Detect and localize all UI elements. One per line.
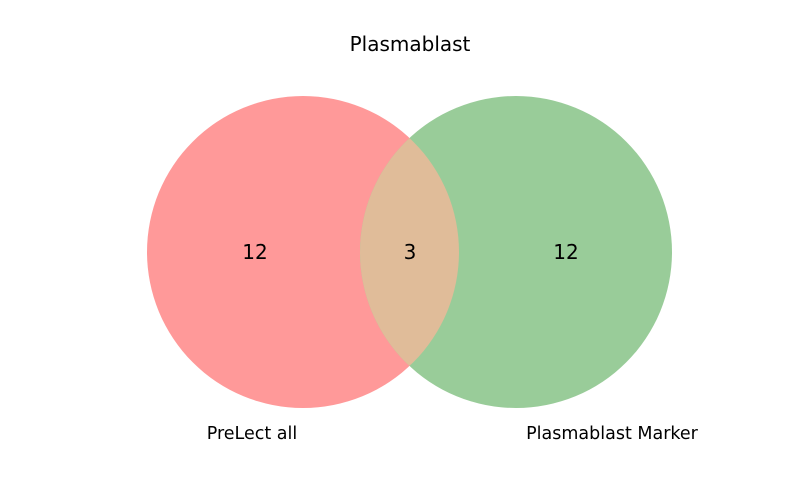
set-b-label: Plasmablast Marker [526,424,699,444]
overlap-region [360,96,459,408]
only-a-count: 12 [242,240,267,264]
only-b-count: 12 [553,240,578,264]
overlap-count: 3 [404,240,417,264]
diagram-title: Plasmablast [350,32,471,56]
set-a-label: PreLect all [207,424,298,444]
